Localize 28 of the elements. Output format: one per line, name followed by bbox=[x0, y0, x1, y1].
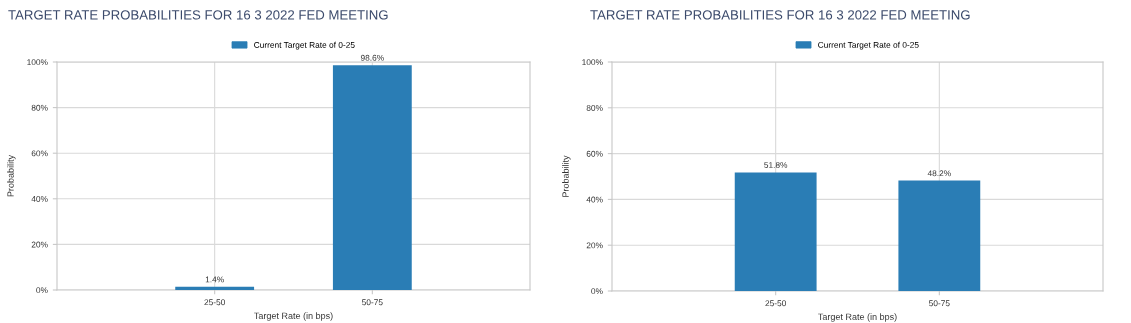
y-tick-label: 60% bbox=[586, 150, 603, 157]
x-axis-title: Target Rate (in bps) bbox=[254, 312, 333, 321]
y-tick-label: 100% bbox=[27, 59, 48, 66]
y-axis-title: Probability bbox=[7, 154, 16, 197]
y-tick-label: 0% bbox=[36, 287, 48, 294]
data-label: 98.6% bbox=[360, 54, 384, 61]
legend-label: Current Target Rate of 0-25 bbox=[254, 41, 355, 50]
y-tick-label: 80% bbox=[586, 105, 603, 111]
x-axis-title: Target Rate (in bps) bbox=[818, 313, 897, 322]
y-tick-label: 60% bbox=[31, 150, 48, 157]
data-label: 51.8% bbox=[764, 162, 788, 168]
data-label: 1.4% bbox=[205, 276, 224, 283]
x-tick-label: 25-50 bbox=[204, 299, 225, 306]
legend-label: Current Target Rate of 0-25 bbox=[818, 41, 919, 50]
y-tick-label: 40% bbox=[586, 196, 603, 203]
chart-title: TARGET RATE PROBABILITIES FOR 16 3 2022 FED MEETING bbox=[8, 10, 388, 20]
y-axis-title: Probability bbox=[562, 155, 571, 197]
y-tick-label: 100% bbox=[582, 59, 603, 66]
chart-title: TARGET RATE PROBABILITIES FOR 16 3 2022 FED MEETING bbox=[590, 10, 970, 20]
x-tick-label: 25-50 bbox=[765, 300, 786, 307]
y-tick-label: 0% bbox=[591, 288, 603, 295]
x-tick-label: 50-75 bbox=[362, 299, 383, 306]
y-tick-label: 40% bbox=[31, 196, 48, 202]
y-tick-label: 20% bbox=[586, 242, 603, 249]
x-tick-label: 50-75 bbox=[929, 300, 950, 307]
data-label: 48.2% bbox=[927, 170, 951, 177]
y-tick-label: 20% bbox=[31, 241, 48, 248]
y-tick-label: 80% bbox=[31, 104, 48, 111]
